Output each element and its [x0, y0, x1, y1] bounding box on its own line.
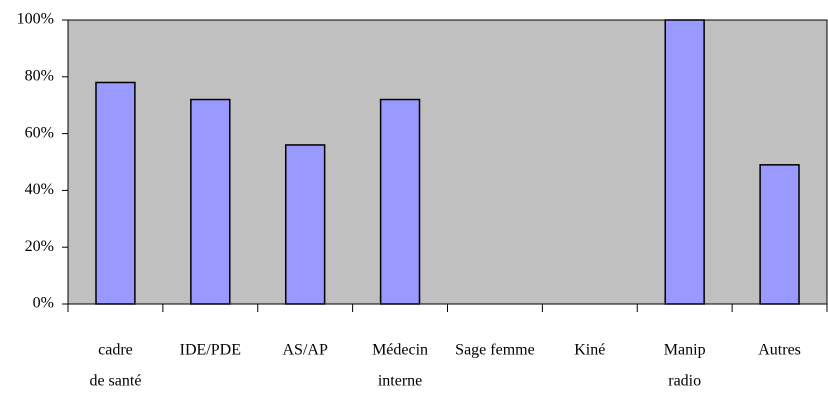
x-tick-label: Autres — [758, 342, 801, 359]
bar — [759, 164, 800, 305]
x-tick-label: interne — [378, 373, 422, 390]
x-tick-label: cadre — [98, 342, 133, 359]
y-tick-label: 20% — [25, 238, 54, 255]
x-tick-label: Médecin — [372, 342, 428, 359]
y-tick-label: 0% — [33, 295, 54, 312]
x-tick-label: Sage femme — [455, 342, 535, 359]
bar — [190, 98, 231, 305]
bar — [284, 144, 326, 305]
x-tick-label: IDE/PDE — [180, 342, 241, 359]
bar — [664, 19, 705, 305]
x-tick-label: Kiné — [574, 342, 605, 359]
y-tick-label: 100% — [17, 11, 54, 28]
y-tick-label: 80% — [25, 67, 54, 84]
x-tick-label: AS/AP — [283, 342, 328, 359]
x-tick-label: radio — [668, 373, 701, 390]
x-tick-label: Manip — [664, 342, 706, 359]
bar — [95, 81, 136, 305]
bar — [379, 98, 421, 305]
y-tick-label: 60% — [25, 124, 54, 141]
x-tick-label: de santé — [89, 373, 141, 390]
plot-area — [67, 19, 828, 305]
y-tick-label: 40% — [25, 181, 54, 198]
